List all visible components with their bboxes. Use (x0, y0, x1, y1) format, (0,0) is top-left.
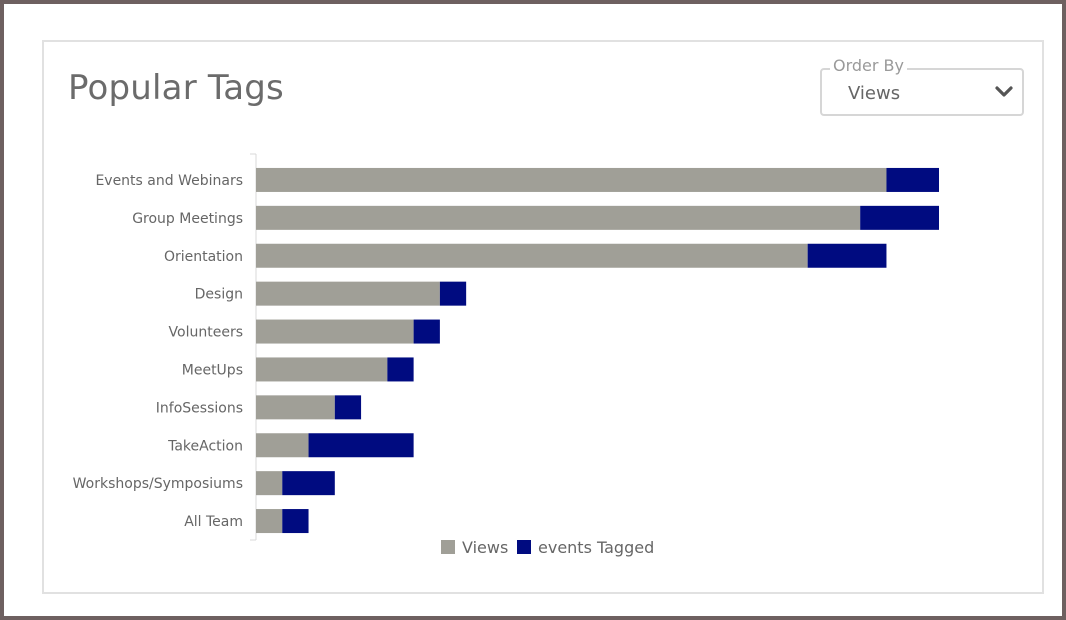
bar-views[interactable] (256, 471, 283, 496)
bar-views[interactable] (256, 395, 335, 420)
order-by-label: Order By (830, 56, 907, 75)
legend-swatch (441, 540, 455, 554)
legend-label[interactable]: events Tagged (538, 538, 654, 557)
bar-events-tagged[interactable] (860, 205, 939, 230)
bar-views[interactable] (256, 319, 414, 344)
legend-label[interactable]: Views (462, 538, 508, 557)
category-label: All Team (184, 514, 243, 530)
bar-events-tagged[interactable] (807, 243, 887, 268)
card-title: Popular Tags (68, 68, 284, 108)
chevron-down-icon[interactable] (994, 84, 1014, 100)
bar-views[interactable] (256, 243, 808, 268)
category-label: Events and Webinars (95, 173, 243, 189)
bar-events-tagged[interactable] (439, 281, 467, 306)
category-label: MeetUps (182, 362, 243, 378)
legend-swatch (517, 540, 531, 554)
category-label: Design (195, 287, 243, 303)
bar-events-tagged[interactable] (334, 395, 362, 420)
popular-tags-chart: Events and Webinars Group Meetings Orienta… (73, 153, 939, 557)
category-label: InfoSessions (156, 400, 243, 416)
bar-views[interactable] (256, 357, 388, 382)
bar-events-tagged[interactable] (308, 433, 414, 458)
order-by-dropdown[interactable]: Order By Views (820, 56, 1024, 116)
category-label: TakeAction (167, 438, 243, 454)
bar-views[interactable] (256, 433, 309, 458)
bar-views[interactable] (256, 509, 283, 534)
bar-views[interactable] (256, 205, 861, 230)
category-label: Orientation (164, 249, 243, 265)
bar-events-tagged[interactable] (282, 471, 335, 496)
order-by-value: Views (848, 83, 901, 104)
bar-events-tagged[interactable] (387, 357, 414, 382)
bar-events-tagged[interactable] (282, 509, 309, 534)
category-label: Volunteers (169, 325, 243, 341)
bar-views[interactable] (256, 167, 887, 192)
category-label: Workshops/Symposiums (73, 476, 243, 492)
popular-tags-card: Popular Tags Order By Views Events and W… (42, 40, 1044, 594)
bar-views[interactable] (256, 281, 440, 306)
bar-events-tagged[interactable] (413, 319, 440, 344)
bar-events-tagged[interactable] (886, 167, 939, 192)
category-label: Group Meetings (132, 211, 243, 227)
